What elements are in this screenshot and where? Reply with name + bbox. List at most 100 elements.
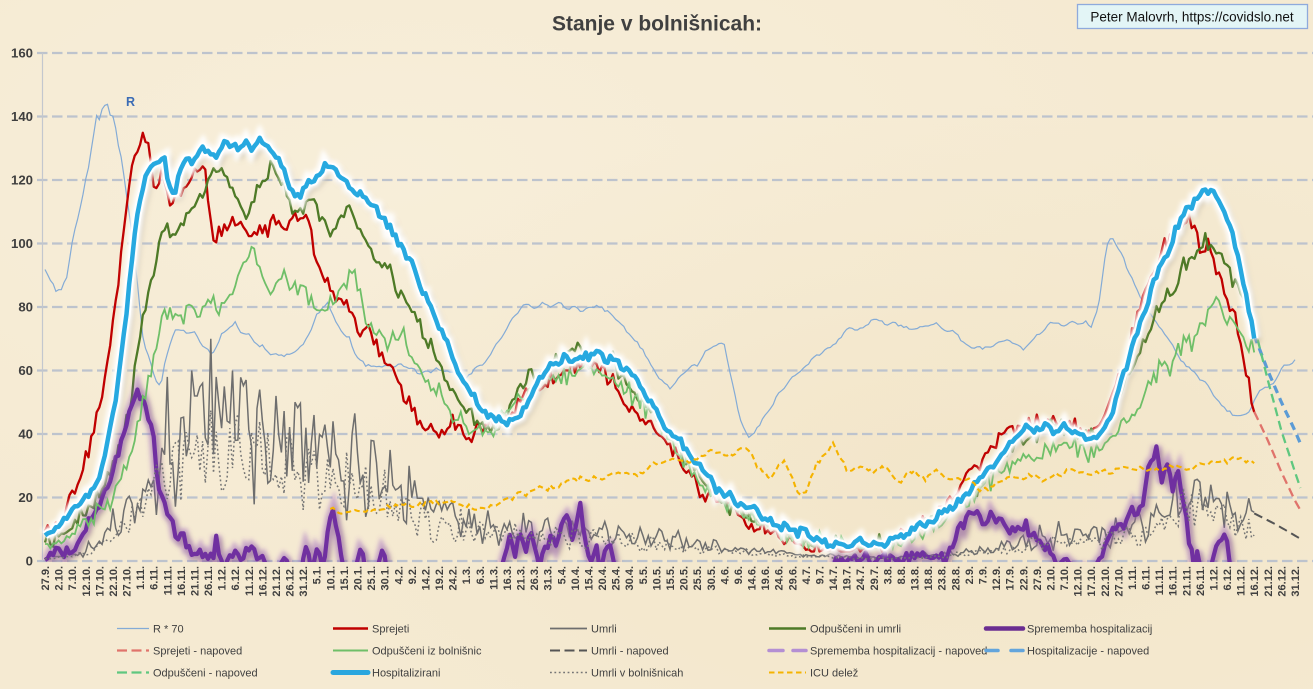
svg-text:Umrli v bolnišnicah: Umrli v bolnišnicah [591,668,683,680]
svg-text:27.10.: 27.10. [122,566,134,597]
svg-text:20.5.: 20.5. [679,566,691,590]
svg-text:21.11.: 21.11. [190,566,202,596]
svg-text:25.4.: 25.4. [611,566,623,590]
svg-text:26.3.: 26.3. [529,566,541,590]
svg-text:1.12.: 1.12. [217,566,229,590]
svg-text:7.10.: 7.10. [67,566,79,590]
svg-text:7.9.: 7.9. [978,566,990,584]
svg-text:2.9.: 2.9. [964,566,976,584]
svg-text:13.8.: 13.8. [910,566,922,590]
svg-text:Umrli - napoved: Umrli - napoved [591,646,669,658]
svg-text:80: 80 [18,300,33,315]
svg-text:16.11.: 16.11. [176,566,188,596]
svg-text:21.12.: 21.12. [1263,566,1275,597]
svg-text:31.12.: 31.12. [298,566,310,597]
svg-text:22.9.: 22.9. [1018,566,1030,590]
svg-text:23.8.: 23.8. [937,566,949,590]
svg-text:6.3.: 6.3. [475,566,487,584]
svg-text:15.1.: 15.1. [339,566,351,590]
svg-text:1.12.: 1.12. [1209,566,1221,590]
svg-text:1.11.: 1.11. [1127,566,1139,590]
svg-text:14.2.: 14.2. [420,566,432,590]
svg-text:27.9.: 27.9. [1032,566,1044,590]
svg-text:10.4.: 10.4. [570,566,582,590]
svg-text:22.10.: 22.10. [1100,566,1112,597]
svg-text:Sprejeti: Sprejeti [372,624,409,636]
svg-text:12.10.: 12.10. [81,566,93,597]
svg-text:24.7.: 24.7. [855,566,867,590]
svg-text:2.10.: 2.10. [1045,566,1057,590]
svg-text:31.12.: 31.12. [1290,566,1302,597]
svg-text:11.3.: 11.3. [488,566,500,590]
svg-text:14.7.: 14.7. [828,566,840,590]
svg-text:120: 120 [11,173,33,188]
svg-text:9.6.: 9.6. [733,566,745,584]
svg-text:30.4.: 30.4. [624,566,636,590]
svg-text:17.10.: 17.10. [94,566,106,597]
svg-text:27.9.: 27.9. [40,566,52,590]
svg-text:5.5.: 5.5. [638,566,650,584]
svg-text:15.5.: 15.5. [665,566,677,590]
svg-text:40: 40 [18,427,33,442]
svg-text:4.7.: 4.7. [801,566,813,584]
svg-text:19.2.: 19.2. [434,566,446,590]
svg-text:60: 60 [18,363,33,378]
svg-text:4.6.: 4.6. [719,566,731,584]
svg-text:26.12.: 26.12. [1276,566,1288,597]
svg-text:Odpuščeni - napoved: Odpuščeni - napoved [153,668,258,680]
svg-text:7.10.: 7.10. [1059,566,1071,590]
svg-text:2.10.: 2.10. [54,566,66,590]
svg-text:17.10.: 17.10. [1086,566,1098,597]
svg-text:Odpuščeni iz bolnišnic: Odpuščeni iz bolnišnic [372,646,482,658]
svg-text:Umrli: Umrli [591,624,617,636]
svg-text:6.11.: 6.11. [149,566,161,590]
svg-text:10.1.: 10.1. [325,566,337,590]
svg-text:30.5.: 30.5. [706,566,718,590]
svg-text:16.12.: 16.12. [1249,566,1261,597]
svg-text:25.1.: 25.1. [366,566,378,590]
svg-text:5.4.: 5.4. [556,566,568,584]
svg-text:R * 70: R * 70 [153,624,184,636]
svg-text:11.12.: 11.12. [244,566,256,596]
svg-text:26.11.: 26.11. [203,566,215,596]
svg-text:27.10.: 27.10. [1113,566,1125,597]
svg-text:6.11.: 6.11. [1141,566,1153,590]
svg-text:9.7.: 9.7. [815,566,827,584]
svg-text:11.12.: 11.12. [1236,566,1248,596]
svg-text:0: 0 [26,554,33,569]
svg-text:20.4.: 20.4. [597,566,609,590]
svg-text:22.10.: 22.10. [108,566,120,597]
svg-text:25.5.: 25.5. [692,566,704,590]
svg-text:11.11.: 11.11. [162,566,174,595]
svg-text:160: 160 [11,46,33,61]
svg-text:Sprememba hospitalizacij: Sprememba hospitalizacij [1027,624,1152,636]
svg-text:21.12.: 21.12. [271,566,283,597]
svg-text:Stanje v bolnišnicah:: Stanje v bolnišnicah: [552,13,762,36]
svg-text:16.11.: 16.11. [1168,566,1180,596]
svg-text:12.10.: 12.10. [1073,566,1085,597]
svg-text:19.6.: 19.6. [760,566,772,590]
svg-text:140: 140 [11,109,33,124]
svg-text:19.7.: 19.7. [842,566,854,590]
svg-text:100: 100 [11,236,33,251]
svg-text:1.11.: 1.11. [135,566,147,590]
svg-text:8.8.: 8.8. [896,566,908,584]
svg-text:Sprememba hospitalizacij - nap: Sprememba hospitalizacij - napoved [810,646,987,658]
svg-text:30.1.: 30.1. [380,566,392,590]
svg-text:4.2.: 4.2. [393,566,405,584]
svg-text:21.11.: 21.11. [1181,566,1193,596]
svg-text:26.11.: 26.11. [1195,566,1207,596]
svg-text:20: 20 [18,490,33,505]
svg-text:Hospitalizacije - napoved: Hospitalizacije - napoved [1027,646,1149,658]
svg-text:6.12.: 6.12. [1222,566,1234,590]
svg-text:12.9.: 12.9. [991,566,1003,590]
svg-text:24.6.: 24.6. [774,566,786,590]
svg-text:15.4.: 15.4. [584,566,596,590]
svg-text:21.3.: 21.3. [516,566,528,590]
svg-text:Hospitalizirani: Hospitalizirani [372,668,440,680]
svg-text:14.6.: 14.6. [747,566,759,590]
svg-text:Peter Malovrh, https://covidsl: Peter Malovrh, https://covidslo.net [1090,10,1294,25]
svg-text:28.8.: 28.8. [950,566,962,590]
svg-text:20.1.: 20.1. [353,566,365,590]
svg-text:Sprejeti - napoved: Sprejeti - napoved [153,646,242,658]
